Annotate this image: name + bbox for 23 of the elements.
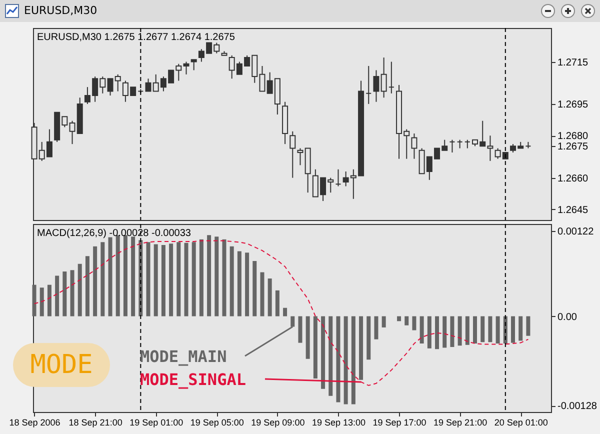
chart-title: EURUSD,M30 1.2675 1.2677 1.2674 1.2675 <box>37 32 236 43</box>
y-tick-label: -0.00128 <box>558 401 598 412</box>
annotation: MODE_SINGAL <box>140 370 246 389</box>
y-tick-label: 1.2660 <box>558 173 589 184</box>
y-tick-label: 0.00122 <box>558 226 594 238</box>
x-tick-label: 18 Sep 21:00 <box>68 418 122 428</box>
text: EURUSD,M30 <box>24 4 98 17</box>
x-tick-label: 19 Sep 09:00 <box>251 418 305 428</box>
rounded-badge: MODE <box>13 343 110 387</box>
x-tick-label: 19 Sep 17:00 <box>372 418 426 428</box>
x-tick-label: 18 Sep 2006 <box>9 418 60 428</box>
y-tick-label: 1.2645 <box>558 204 589 216</box>
y-tick-label: 1.2715 <box>558 57 589 68</box>
y-tick-label: 1.2675 <box>558 142 589 153</box>
y-tick-label: 1.2680 <box>558 131 589 142</box>
y-tick-label: 1.2695 <box>558 99 589 110</box>
x-tick-label: 20 Sep 01:00 <box>494 418 548 428</box>
x-tick-label: 19 Sep 21:00 <box>434 418 488 428</box>
annotation: MODE_MAIN <box>140 347 227 366</box>
x-tick-label: 19 Sep 01:00 <box>130 418 184 428</box>
x-tick-label: 19 Sep 13:00 <box>312 418 366 428</box>
x-tick-label: 19 Sep 05:00 <box>190 418 244 428</box>
y-tick-label: 0.00 <box>558 312 578 323</box>
